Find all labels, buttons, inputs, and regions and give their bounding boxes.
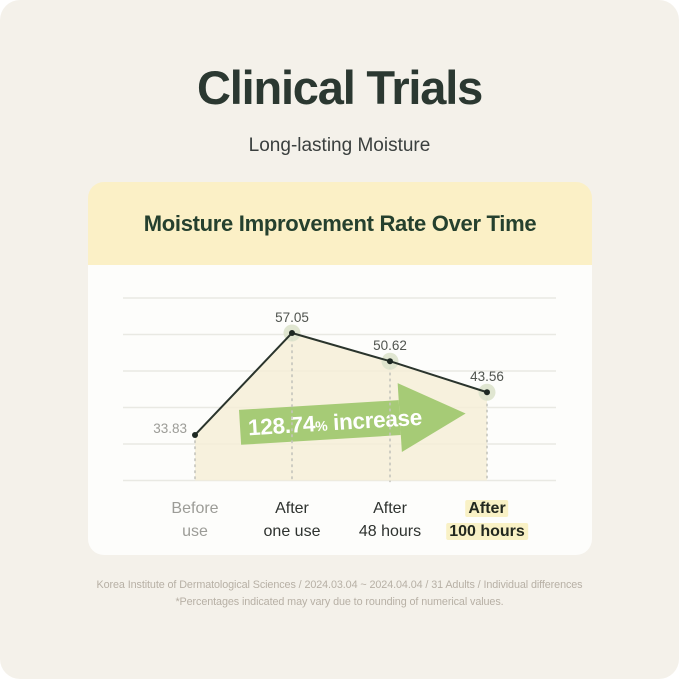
footnote-source: Korea Institute of Dermatological Scienc… <box>96 579 583 591</box>
footnote-disclaimer: *Percentages indicated may vary due to r… <box>175 595 504 608</box>
value-label: 43.56 <box>470 369 504 384</box>
increase-arrow: 128.74% increase <box>238 383 466 453</box>
x-tick-text: Before <box>171 500 219 517</box>
x-tick-text: After <box>373 500 407 517</box>
chart-card: Moisture Improvement Rate Over Time 128.… <box>88 182 592 555</box>
chart-title: Moisture Improvement Rate Over Time <box>143 210 537 236</box>
data-point <box>387 358 393 365</box>
page-subtitle: Long-lasting Moisture <box>248 135 431 156</box>
data-point <box>289 329 295 336</box>
x-axis-labels: Before use After one use After 48 hours After 1… <box>88 487 592 555</box>
x-tick-text: use <box>182 523 208 540</box>
arrow-head <box>397 383 466 453</box>
data-point <box>192 431 198 438</box>
x-tick-label: After 48 hours <box>359 497 421 543</box>
x-tick-text: After <box>275 500 309 517</box>
value-label: 33.83 <box>153 421 187 436</box>
x-tick-text: 48 hours <box>358 523 422 540</box>
data-point <box>484 389 490 396</box>
data-line <box>194 331 488 436</box>
value-label: 57.05 <box>275 310 309 325</box>
footnote: Korea Institute of Dermatological Scienc… <box>0 577 679 610</box>
x-tick-text: one use <box>263 523 321 540</box>
x-tick-text: After <box>465 500 509 517</box>
value-label: 50.62 <box>373 338 407 353</box>
x-tick-label: Before use <box>171 497 218 543</box>
arrow-shaft <box>238 400 401 445</box>
line-chart: 128.74% increase 33.83 57.05 50.62 43.56 <box>123 297 556 483</box>
chart-card-header: Moisture Improvement Rate Over Time <box>88 182 592 265</box>
increase-label: 128.74% increase <box>247 405 422 441</box>
x-tick-text: 100 hours <box>446 523 528 540</box>
x-tick-label: After one use <box>264 497 321 543</box>
x-tick-label: After 100 hours <box>446 497 528 543</box>
page-title: Clinical Trials <box>196 61 483 114</box>
chart-panel: 128.74% increase 33.83 57.05 50.62 43.56 Bef… <box>88 265 592 555</box>
